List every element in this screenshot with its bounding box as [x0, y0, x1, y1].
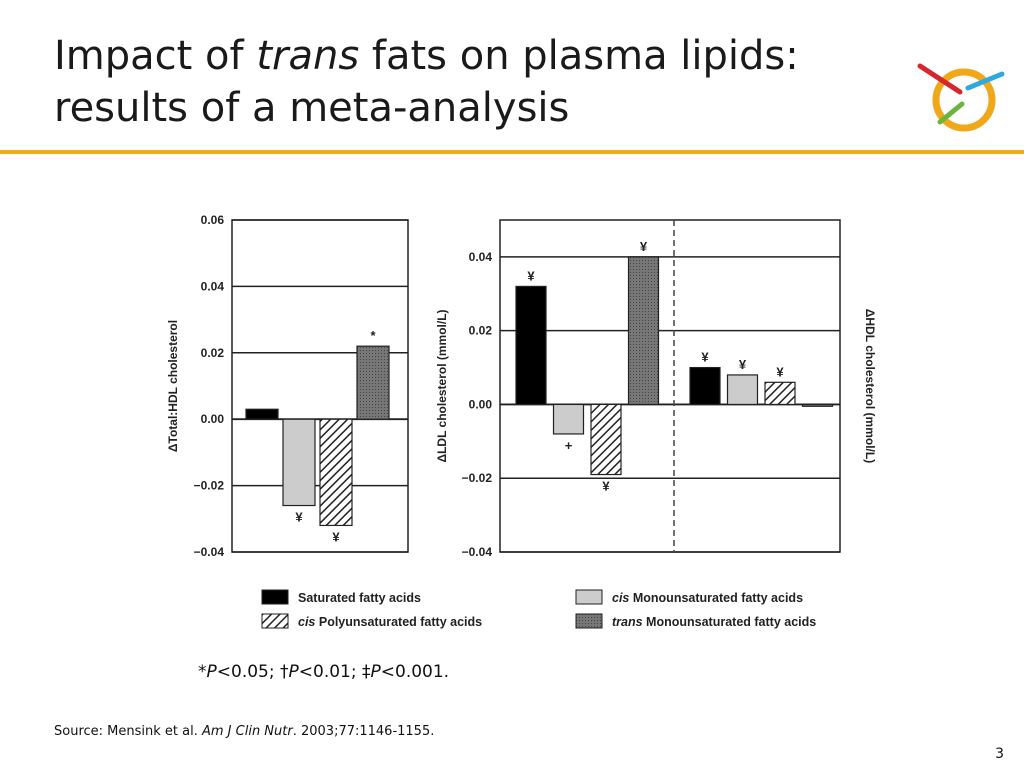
title-underline	[0, 150, 1024, 154]
footnote-p1: P	[206, 662, 217, 682]
source-prefix: Source: Mensink et al.	[54, 724, 202, 739]
footnote-p2: P	[288, 662, 299, 682]
panel-c-ylabel: ΔHDL cholesterol (mmol/L)	[863, 309, 877, 463]
footnote-s1: *	[198, 662, 207, 682]
page-number: 3	[995, 746, 1004, 762]
chart-figure: 0.06 0.04 0.02 0.00 −0.02 −0.04 ΔTotal:HDL cho…	[166, 213, 877, 629]
panel-a-tick-label: 0.04	[201, 279, 225, 293]
panel-b-bar-cis-polyunsaturated-fatty-acids	[590, 403, 622, 476]
legend-label-italic: cis	[612, 591, 629, 605]
title-italic: trans	[256, 33, 360, 79]
panel-b-bar-trans-monounsaturated-fatty-acids	[627, 256, 660, 406]
legend-label-cis-polyunsaturated-fatty-acids: cis Polyunsaturated fatty acids	[298, 615, 482, 629]
panel-b-significance-marker: ¥	[640, 239, 648, 254]
panel-a-bar-saturated-fatty-acids	[245, 408, 279, 420]
title-part2: fats on plasma lipids: results of a meta…	[54, 33, 799, 131]
panel-a-significance-marker: *	[370, 328, 376, 343]
panel-b-tick-label: 0.00	[469, 397, 493, 411]
panel-b-significance-marker: ¥	[602, 479, 610, 494]
panel-a-tick-label: 0.02	[201, 346, 225, 360]
legend-label-text: Polyunsaturated fatty acids	[315, 615, 482, 629]
panel-b-tick-label: −0.02	[462, 471, 493, 485]
footnote-s2: <0.05; †	[216, 662, 289, 682]
source-journal: Am J Clin Nutr	[201, 724, 293, 739]
panel-a-tick-label: 0.00	[201, 412, 225, 426]
panel-b-significance-marker: ¥	[527, 268, 535, 283]
legend-label-text: Saturated fatty acids	[298, 591, 421, 605]
panel-c-significance-marker: ¥	[701, 350, 709, 365]
panel-c-significance-marker: ¥	[776, 364, 784, 379]
panel-a-bar-cis-polyunsaturated-fatty-acids	[319, 418, 353, 527]
panel-a-bar-trans-monounsaturated-fatty-acids	[356, 345, 390, 420]
orbit-logo-icon	[917, 63, 1005, 132]
panel-b-ylabel: ΔLDL cholesterol (mmol/L)	[435, 309, 449, 462]
source-suffix: . 2003;77:1146-1155.	[292, 724, 435, 739]
chart-root: 0.06 0.04 0.02 0.00 −0.02 −0.04 ΔTotal:HDL cho…	[166, 213, 877, 629]
panel-b-tick-label: −0.04	[462, 545, 493, 559]
legend-label-italic: cis	[298, 615, 315, 629]
legend-label-italic: trans	[612, 615, 643, 629]
significance-footnote: *P<0.05; †P<0.01; ‡P<0.001.	[198, 662, 449, 682]
legend-label-trans-monounsaturated-fatty-acids: trans Monounsaturated fatty acids	[612, 615, 816, 629]
legend-label-text: Monounsaturated fatty acids	[643, 615, 817, 629]
legend-label-saturated-fatty-acids: Saturated fatty acids	[298, 591, 421, 605]
legend-swatch-cis-monounsaturated-fatty-acids	[575, 589, 603, 605]
legend-label-text: Monounsaturated fatty acids	[629, 591, 803, 605]
panel-a-significance-marker: ¥	[332, 529, 340, 544]
footnote-s3: <0.01; ‡	[298, 662, 371, 682]
legend-swatch-cis-polyunsaturated-fatty-acids	[261, 613, 289, 629]
legend-label-cis-monounsaturated-fatty-acids: cis Monounsaturated fatty acids	[612, 591, 803, 605]
panel-a-tick-label: −0.04	[194, 545, 225, 559]
panel-c-bar-saturated-fatty-acids	[689, 366, 721, 406]
slide-title: Impact of trans fats on plasma lipids: r…	[54, 30, 904, 134]
panel-b-tick-label: 0.04	[469, 250, 493, 264]
panel-b-bar-cis-monounsaturated-fatty-acids	[552, 403, 585, 435]
panel-a-ylabel: ΔTotal:HDL cholesterol	[166, 320, 180, 452]
panel-b-significance-marker: +	[565, 438, 573, 453]
panel-c-bar-cis-polyunsaturated-fatty-acids	[764, 381, 796, 406]
title-part1: Impact of	[54, 33, 257, 79]
panel-a-bar-cis-monounsaturated-fatty-acids	[282, 418, 316, 507]
legend-swatch-saturated-fatty-acids	[261, 589, 289, 605]
legend-swatch-trans-monounsaturated-fatty-acids	[575, 613, 603, 629]
source-citation: Source: Mensink et al. Am J Clin Nutr. 2…	[54, 724, 434, 739]
panel-b-bar-saturated-fatty-acids	[515, 285, 547, 406]
panel-b-tick-label: 0.02	[469, 324, 493, 338]
panel-a-significance-marker: ¥	[295, 510, 303, 525]
panel-c-significance-marker: ¥	[739, 357, 747, 372]
footnote-s4: <0.001.	[380, 662, 450, 682]
panel-c-bar-trans-monounsaturated-fatty-acids	[801, 403, 834, 407]
footnote-p3: P	[370, 662, 381, 682]
panel-c-bar-cis-monounsaturated-fatty-acids	[726, 374, 759, 406]
panel-a-tick-label: 0.06	[201, 213, 225, 227]
panel-a-tick-label: −0.02	[194, 479, 225, 493]
